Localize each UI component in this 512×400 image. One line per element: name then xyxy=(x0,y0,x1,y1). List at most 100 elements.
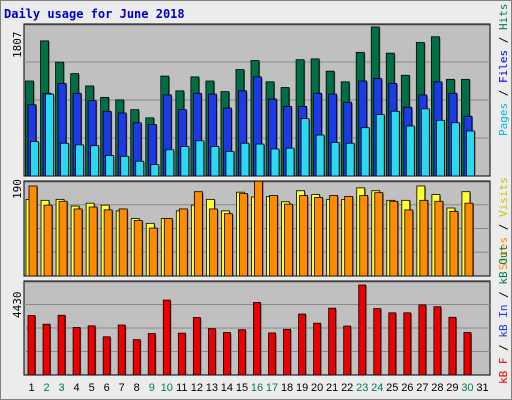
sites-bar xyxy=(434,200,444,277)
day-tick-label: 25 xyxy=(386,382,399,394)
pages-bar xyxy=(420,108,430,177)
sites-bar xyxy=(359,195,369,277)
sites-bar xyxy=(224,213,233,277)
day-tick-label: 7 xyxy=(118,382,125,394)
pages-bar xyxy=(165,149,175,177)
sites-bar xyxy=(284,203,293,277)
kbytes-bar xyxy=(343,325,352,376)
sites-bar xyxy=(269,195,278,277)
pages-bar xyxy=(466,130,475,177)
day-tick-label: 21 xyxy=(326,382,339,394)
day-tick-label: 13 xyxy=(205,382,219,394)
sites-bar xyxy=(389,200,399,277)
chart-title: Daily usage for June 2018 xyxy=(4,7,185,21)
kbytes-bar xyxy=(27,315,36,376)
day-tick-label: 23 xyxy=(356,382,369,394)
day-tick-label: 31 xyxy=(476,382,489,394)
kbytes-bar xyxy=(238,329,246,376)
pages-bar xyxy=(210,146,220,177)
kbytes-bar xyxy=(448,316,457,376)
sites-bar xyxy=(239,193,248,277)
kbytes-bar xyxy=(102,336,111,376)
pages-bar xyxy=(45,93,54,177)
kbytes-bar xyxy=(132,339,141,376)
day-tick-label: 3 xyxy=(58,382,65,394)
kbytes-bar xyxy=(313,322,322,376)
pages-bar xyxy=(375,114,385,177)
pages-bar xyxy=(105,155,115,177)
kbytes-bar xyxy=(298,313,306,376)
pages-bar xyxy=(435,119,445,177)
day-tick-label: 24 xyxy=(371,382,384,394)
kbytes-bar xyxy=(328,307,337,376)
sites-bar xyxy=(133,220,143,277)
pages-bar xyxy=(345,142,355,177)
pages-bar xyxy=(120,155,130,177)
pages-bar xyxy=(75,144,84,177)
kbytes-bar xyxy=(192,317,201,376)
day-tick-label: 2 xyxy=(43,382,50,394)
pages-bar xyxy=(360,127,370,177)
pages-bar xyxy=(150,164,160,177)
day-tick-label: 5 xyxy=(88,382,95,394)
sites-bar xyxy=(329,195,339,277)
sites-bar xyxy=(178,208,188,277)
sites-bar xyxy=(148,227,158,277)
sites-bar xyxy=(193,191,203,277)
day-tick-label: 26 xyxy=(401,382,414,394)
sites-bar xyxy=(58,200,68,277)
kbytes-bar xyxy=(418,304,427,376)
kbytes-bar xyxy=(177,332,186,376)
sites-bar xyxy=(464,202,474,277)
kbytes-bar xyxy=(463,332,472,376)
day-tick-label: 22 xyxy=(341,382,354,394)
day-tick-label: 20 xyxy=(311,382,324,394)
day-tick-label: 16 xyxy=(250,382,264,394)
pages-bar xyxy=(240,142,250,177)
day-tick-label: 12 xyxy=(190,382,203,394)
kbytes-bar xyxy=(57,314,66,376)
kbytes-bar xyxy=(147,333,156,376)
day-tick-label: 9 xyxy=(148,382,155,394)
sites-bar xyxy=(344,196,354,277)
sites-bar xyxy=(118,208,128,277)
pages-bar xyxy=(180,146,190,177)
day-tick-label: 11 xyxy=(176,382,188,394)
kbytes-bar xyxy=(117,324,126,376)
pages-bar xyxy=(30,141,39,177)
kbytes-bar xyxy=(223,332,231,376)
sites-bar xyxy=(73,208,83,277)
pages-bar xyxy=(60,142,69,177)
sites-bar xyxy=(254,180,263,277)
pages-bar xyxy=(270,148,280,177)
day-tick-label: 4 xyxy=(73,382,80,394)
kbytes-bar xyxy=(87,325,96,376)
sites-bar xyxy=(374,192,384,277)
pages-bar xyxy=(330,142,340,177)
sites-bar xyxy=(208,208,218,277)
day-tick-label: 14 xyxy=(220,382,234,394)
kbytes-bar xyxy=(388,312,397,376)
kbytes-bar xyxy=(162,299,171,376)
kbytes-bar xyxy=(207,328,216,376)
pages-bar xyxy=(195,140,205,177)
sites-bar xyxy=(28,185,38,277)
pages-bar xyxy=(390,110,400,177)
sites-bar xyxy=(163,218,173,277)
pages-bar xyxy=(285,147,295,177)
kbytes-bar xyxy=(358,284,367,376)
day-tick-label: 10 xyxy=(160,382,173,394)
day-tick-label: 18 xyxy=(280,382,294,394)
pages-bar xyxy=(255,143,265,177)
kbytes-bar xyxy=(42,323,51,376)
pages-bar xyxy=(405,125,415,177)
kbytes-bar xyxy=(403,312,412,376)
day-tick-label: 6 xyxy=(103,382,110,394)
pages-bar xyxy=(225,151,235,177)
kbytes-bar xyxy=(72,327,81,376)
day-tick-label: 15 xyxy=(235,382,249,394)
sites-bar xyxy=(43,204,53,277)
pages-bar xyxy=(135,160,145,177)
sites-bar xyxy=(299,195,308,277)
